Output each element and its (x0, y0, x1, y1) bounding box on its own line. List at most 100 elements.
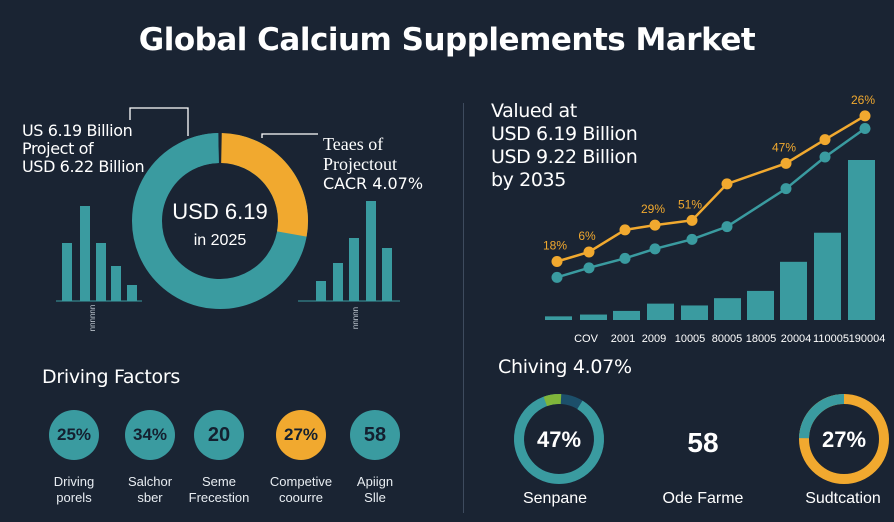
chart-point (619, 224, 631, 236)
right-spark-bar (349, 238, 359, 301)
x-tick-label: 190004 (849, 333, 886, 345)
right-spark-label: nnnnn (351, 307, 360, 329)
chart-bar (747, 290, 774, 320)
donut1-teal-arc (514, 394, 604, 484)
left-callout-label: US 6.19 Billion Project of USD 6.22 Bill… (22, 121, 145, 176)
chart-point (551, 271, 563, 283)
main-donut-teal-segment-small (187, 133, 220, 168)
donut3-teal-arc (799, 394, 845, 439)
bottom-donut-value: 27% (822, 427, 866, 452)
chart-point (686, 214, 698, 226)
driving-factor-item: 27% Competive coourre (241, 410, 361, 506)
left-spark-bar (96, 243, 106, 301)
left-spark-bar (111, 266, 121, 301)
bottom-donut-value: 58 (687, 427, 718, 458)
chart-point (649, 219, 661, 231)
main-donut-chart (132, 133, 308, 309)
right-sparkbars (298, 201, 400, 302)
right-spark-bar (366, 201, 376, 301)
chart-point (583, 262, 595, 274)
section-divider (463, 103, 464, 513)
driving-factor-value: 20 (194, 410, 244, 460)
chart-point (721, 178, 733, 190)
chart-bar (613, 310, 640, 320)
valued-line-3: USD 9.22 Billion (491, 146, 638, 168)
left-spark-bar (62, 243, 72, 301)
data-label: 47% (772, 140, 796, 154)
bottom-donut-label: Senpane (523, 490, 587, 507)
main-donut-yellow-segment (220, 133, 308, 237)
chart-point (819, 151, 831, 163)
right-callout-line-3: CACR 4.07% (323, 174, 424, 193)
x-tick-label: 110005 (813, 333, 849, 345)
data-label: 26% (851, 93, 875, 107)
valued-line-4: by 2035 (491, 169, 566, 191)
right-connector-line (261, 133, 318, 138)
left-connector-line (129, 107, 189, 136)
x-tick-label: 80005 (712, 333, 743, 345)
valued-line-2: USD 6.19 Billion (491, 123, 638, 145)
x-tick-label: 20004 (781, 333, 812, 345)
x-tick-label: 2009 (642, 333, 666, 345)
chiving-heading: Chiving 4.07% (498, 356, 632, 378)
left-callout-line-2: Project of (22, 139, 94, 158)
data-label: 6% (578, 229, 596, 243)
chart-point (649, 243, 661, 255)
right-callout-line-1: Teaes of (323, 134, 384, 154)
bottom-donut-value: 47% (537, 427, 581, 452)
driving-factor-value: 25% (49, 410, 99, 460)
left-callout-line-3: USD 6.22 Billion (22, 157, 145, 176)
chart-point (619, 252, 631, 264)
driving-factor-label: Competive coourre (269, 474, 333, 505)
left-callout-line-1: US 6.19 Billion (22, 121, 133, 140)
chart-point (859, 123, 871, 134)
donut1-green-arc (543, 394, 562, 407)
driving-factor-label: Salchor sber (127, 474, 173, 505)
chart-point (686, 233, 698, 245)
chart-bar (580, 314, 607, 320)
chart-bar (780, 261, 807, 320)
x-tick-label: COV (574, 333, 599, 345)
driving-factor-item: 20 Seme Frecestion (159, 410, 279, 506)
driving-factor-value: 34% (125, 410, 175, 460)
driving-factor-item: 58 Apiign Slle (315, 410, 435, 506)
driving-factors-heading: Driving Factors (42, 366, 180, 388)
driving-factor-value: 27% (276, 410, 326, 460)
main-donut-year: in 2025 (194, 232, 247, 249)
chart-point (583, 246, 595, 258)
data-label: 29% (641, 202, 665, 216)
chart-bar (647, 303, 674, 320)
left-spark-bar (80, 206, 90, 301)
chart-bar (681, 305, 708, 320)
right-spark-bar (333, 263, 343, 301)
chart-point (780, 183, 792, 195)
left-spark-bar (127, 285, 137, 301)
right-spark-bar (382, 248, 392, 301)
left-sparkbars (56, 206, 142, 302)
driving-factor-item: 34% Salchor sber (90, 410, 210, 506)
driving-factor-label: Seme Frecestion (188, 474, 250, 505)
bottom-donut-label: Sudtcation (805, 490, 881, 507)
right-spark-bar (316, 281, 326, 301)
driving-factor-label: Apiign Slle (356, 474, 394, 505)
data-label: 18% (543, 239, 567, 253)
main-donut-value: USD 6.19 (172, 199, 267, 224)
x-tick-label: 18005 (746, 333, 777, 345)
chart-point (859, 110, 871, 122)
driving-factor-value: 58 (350, 410, 400, 460)
chart-point (780, 157, 792, 169)
driving-factor-label: Driving porels (53, 474, 95, 505)
x-tick-label: 2001 (611, 333, 635, 345)
driving-factor-item: 25% Driving porels (14, 410, 134, 506)
chart-bar (814, 232, 841, 320)
x-tick-label: 10005 (675, 333, 706, 345)
chart-bar (545, 316, 572, 320)
bottom-donut-label: Ode Farme (663, 490, 744, 507)
valued-line-1: Valued at (491, 100, 577, 122)
left-spark-label: nnnnnn (88, 305, 97, 332)
chart-bar (848, 160, 875, 320)
page-title: Global Calcium Supplements Market (138, 22, 756, 58)
